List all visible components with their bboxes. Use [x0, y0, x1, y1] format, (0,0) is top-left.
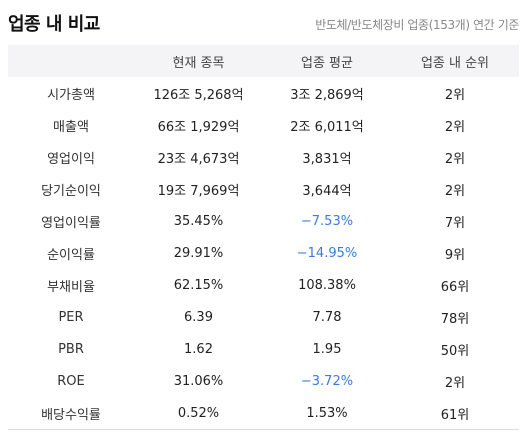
current-value: 0.52%	[177, 405, 220, 421]
average-value: 1.95	[312, 341, 342, 357]
rank-value: 78위	[440, 311, 470, 327]
table-row: 영업이익 23조 4,673억 3,831억 2위	[8, 141, 519, 173]
row-label: 부채비율	[47, 279, 95, 295]
row-label: 배당수익률	[41, 407, 101, 423]
row-label: 순이익률	[47, 247, 95, 263]
table-row: 배당수익률 0.52% 1.53% 61위	[8, 397, 519, 429]
rank-value: 9위	[444, 247, 466, 263]
rank-value: 50위	[440, 343, 470, 359]
table-row: 부채비율 62.15% 108.38% 66위	[8, 269, 519, 301]
average-value: 108.38%	[298, 277, 356, 293]
current-value: 31.06%	[173, 373, 224, 389]
row-label: 시가총액	[47, 87, 95, 103]
current-value: 66조 1,929억	[157, 119, 240, 135]
table-row: 당기순이익 19조 7,969억 3,644억 2위	[8, 173, 519, 205]
section-subtitle: 반도체/반도체장비 업종(153개) 연간 기준	[315, 18, 519, 32]
rank-value: 2위	[444, 87, 466, 103]
current-value: 35.45%	[173, 213, 224, 229]
row-label: 영업이익률	[41, 215, 101, 231]
current-value: 23조 4,673억	[157, 151, 240, 167]
rank-value: 7위	[444, 215, 466, 231]
rank-value: 2위	[444, 119, 466, 135]
rank-value: 2위	[444, 151, 466, 167]
table-row: 순이익률 29.91% −14.95% 9위	[8, 237, 519, 269]
section-header: 업종 내 비교 반도체/반도체장비 업종(153개) 연간 기준	[0, 0, 527, 45]
average-value: 3,831억	[302, 151, 352, 167]
row-label: 영업이익	[47, 151, 95, 167]
row-label: PER	[58, 309, 84, 325]
row-label: 당기순이익	[41, 183, 101, 199]
average-value: −7.53%	[300, 213, 354, 229]
average-value: 3조 2,869억	[290, 87, 364, 103]
table-row: 매출액 66조 1,929억 2조 6,011억 2위	[8, 109, 519, 141]
header-metric	[8, 45, 134, 77]
table-bottom-divider	[8, 429, 519, 430]
rank-value: 66위	[440, 279, 470, 295]
current-value: 62.15%	[173, 277, 224, 293]
header-average: 업종 평균	[301, 55, 353, 71]
header-rank: 업종 내 순위	[420, 55, 490, 71]
current-value: 29.91%	[173, 245, 224, 261]
industry-comparison-table: 현재 종목 업종 평균 업종 내 순위 시가총액 126조 5,268억 3조 2,…	[8, 45, 519, 429]
rank-value: 61위	[440, 407, 470, 423]
current-value: 126조 5,268억	[153, 87, 244, 103]
table-row: PBR 1.62 1.95 50위	[8, 333, 519, 365]
average-value: −14.95%	[296, 245, 358, 261]
header-current: 현재 종목	[172, 55, 225, 71]
row-label: ROE	[57, 373, 85, 389]
average-value: 2조 6,011억	[290, 119, 364, 135]
current-value: 1.62	[184, 341, 213, 357]
average-value: −3.72%	[300, 373, 354, 389]
row-label: PBR	[58, 341, 84, 357]
table-row: 영업이익률 35.45% −7.53% 7위	[8, 205, 519, 237]
average-value: 1.53%	[306, 405, 348, 421]
rank-value: 2위	[444, 183, 466, 199]
table-row: PER 6.39 7.78 78위	[8, 301, 519, 333]
table-row: ROE 31.06% −3.72% 2위	[8, 365, 519, 397]
rank-value: 2위	[444, 375, 466, 391]
average-value: 7.78	[312, 309, 342, 325]
current-value: 19조 7,969억	[157, 183, 240, 199]
table-row: 시가총액 126조 5,268억 3조 2,869억 2위	[8, 77, 519, 109]
average-value: 3,644억	[302, 183, 352, 199]
current-value: 6.39	[184, 309, 213, 325]
table-header-row: 현재 종목 업종 평균 업종 내 순위	[8, 45, 519, 77]
section-title: 업종 내 비교	[8, 14, 100, 35]
row-label: 매출액	[53, 119, 89, 135]
